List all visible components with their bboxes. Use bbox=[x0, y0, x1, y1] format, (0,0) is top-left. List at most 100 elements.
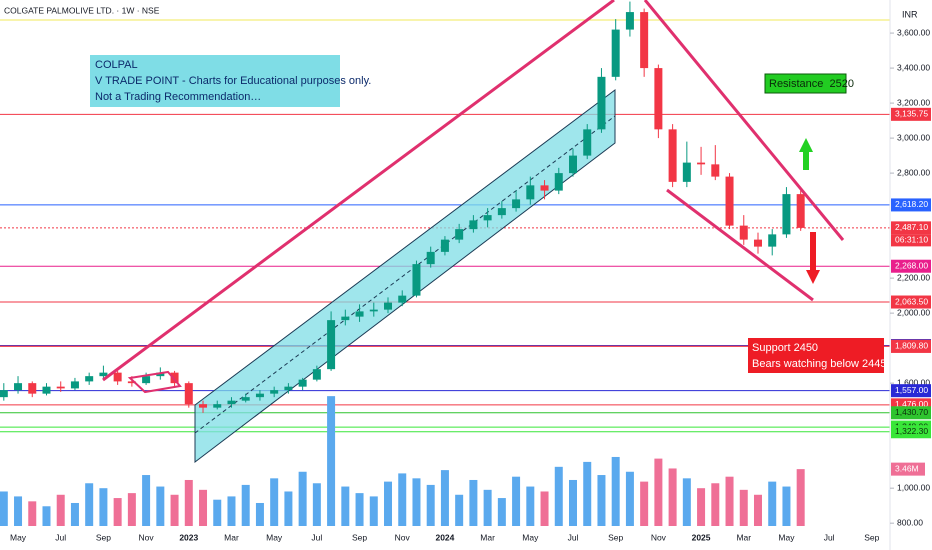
x-tick-label: Nov bbox=[651, 532, 667, 542]
volume-bar bbox=[341, 486, 350, 526]
volume-bar bbox=[569, 479, 577, 526]
level-badge bbox=[891, 259, 931, 273]
volume-bar bbox=[14, 496, 23, 526]
y-tick-label: 3,600.00 bbox=[897, 27, 930, 37]
volume-bar bbox=[199, 489, 208, 526]
y-tick-label: 2,000.00 bbox=[897, 307, 930, 317]
volume-bar bbox=[28, 501, 37, 526]
y-tick-label: 2,200.00 bbox=[897, 272, 930, 282]
x-tick-label: Sep bbox=[608, 532, 623, 542]
volume-bar bbox=[369, 496, 378, 526]
candle-body bbox=[56, 386, 65, 389]
volume-bar bbox=[355, 493, 364, 526]
x-tick-label: May bbox=[266, 532, 283, 542]
candle-body bbox=[725, 176, 734, 226]
volume-bar bbox=[512, 476, 521, 526]
candle-body bbox=[142, 376, 151, 384]
level-badge bbox=[891, 295, 931, 309]
level-label: 3,135.75 bbox=[895, 109, 928, 119]
level-label: 1,430.70 bbox=[895, 407, 928, 417]
candle-body bbox=[654, 68, 663, 130]
volume-bars bbox=[0, 396, 805, 526]
candle-body bbox=[426, 251, 435, 265]
volume-bar bbox=[270, 478, 279, 526]
level-label: 1,809.80 bbox=[895, 341, 928, 351]
level-badge bbox=[891, 107, 931, 121]
candle-body bbox=[255, 393, 264, 398]
y-tick-label: 3,000.00 bbox=[897, 132, 930, 142]
level-label: 1,557.00 bbox=[895, 385, 928, 395]
x-tick-label: Nov bbox=[139, 532, 155, 542]
volume-bar bbox=[127, 493, 136, 526]
candle-body bbox=[782, 194, 791, 235]
volume-bar bbox=[540, 491, 549, 526]
volume-bar bbox=[796, 469, 805, 526]
level-badge bbox=[891, 339, 931, 353]
volume-bar bbox=[782, 486, 791, 526]
candle-body bbox=[455, 229, 464, 240]
candle-body bbox=[85, 376, 94, 382]
currency: INR bbox=[902, 9, 918, 19]
candle-body bbox=[42, 386, 51, 394]
candle-body bbox=[711, 164, 720, 177]
volume-bar bbox=[597, 475, 606, 526]
y-tick-label: 800.00 bbox=[897, 517, 923, 527]
volume-bar bbox=[497, 498, 506, 526]
volume-bar bbox=[526, 486, 535, 526]
y-tick-label: 3,200.00 bbox=[897, 97, 930, 107]
candle-body bbox=[170, 372, 179, 384]
volume-bar bbox=[412, 478, 421, 526]
resistance-label: Resistance 2520 bbox=[769, 78, 854, 90]
candle-body bbox=[270, 390, 279, 394]
level-badge bbox=[891, 425, 931, 439]
level-label: 2,268.00 bbox=[895, 260, 928, 270]
candle-body bbox=[640, 12, 649, 69]
y-tick-label: 1,000.00 bbox=[897, 482, 930, 492]
volume-bar bbox=[398, 473, 407, 526]
axes: 3,600.00 3,400.00 3,200.00 3,000.00 2,800.00… bbox=[10, 27, 931, 542]
x-tick-label: Sep bbox=[352, 532, 367, 542]
candle-body bbox=[497, 208, 506, 216]
volume-bar bbox=[227, 496, 236, 526]
volume-bar bbox=[142, 475, 151, 526]
arrow-down bbox=[806, 232, 820, 284]
volume-bar bbox=[583, 461, 592, 526]
candle-body bbox=[796, 194, 805, 228]
candle-body bbox=[113, 372, 122, 382]
candle-body bbox=[768, 234, 777, 247]
x-tick-label: 2025 bbox=[692, 532, 711, 542]
candle-body bbox=[625, 12, 634, 30]
candle-body bbox=[241, 397, 250, 401]
volume-bar bbox=[56, 494, 65, 526]
level-label: 1,322.30 bbox=[895, 426, 928, 436]
volume-bar bbox=[312, 483, 321, 526]
volume-bar bbox=[625, 471, 634, 526]
candle-body bbox=[199, 404, 208, 408]
channel-mid bbox=[194, 115, 616, 434]
pattern bbox=[127, 370, 182, 394]
volume-bar bbox=[284, 491, 293, 526]
volume-bar bbox=[682, 478, 691, 526]
candle-body bbox=[569, 155, 577, 174]
x-tick-label: Jul bbox=[311, 532, 322, 542]
candle-body bbox=[540, 185, 549, 191]
x-tick-label: Sep bbox=[864, 532, 879, 542]
volume-bar bbox=[697, 488, 706, 526]
volume-bar bbox=[170, 494, 179, 526]
volume-bar bbox=[483, 489, 492, 526]
x-tick-label: May bbox=[522, 532, 539, 542]
x-tick-label: Jul bbox=[568, 532, 579, 542]
candle-body bbox=[70, 381, 79, 389]
info-line: Not a Trading Recommendation… bbox=[95, 91, 261, 103]
level-label: 2,063.50 bbox=[895, 296, 928, 306]
volume-bar bbox=[725, 476, 734, 526]
candle-body bbox=[440, 239, 449, 252]
candle-body bbox=[384, 302, 393, 310]
channel bbox=[194, 89, 616, 464]
info-line: V TRADE POINT - Charts for Educational p… bbox=[95, 75, 371, 87]
candle-body bbox=[526, 185, 535, 200]
candle-body bbox=[227, 400, 236, 405]
volume-bar bbox=[640, 481, 649, 526]
volume-bar bbox=[455, 494, 464, 526]
